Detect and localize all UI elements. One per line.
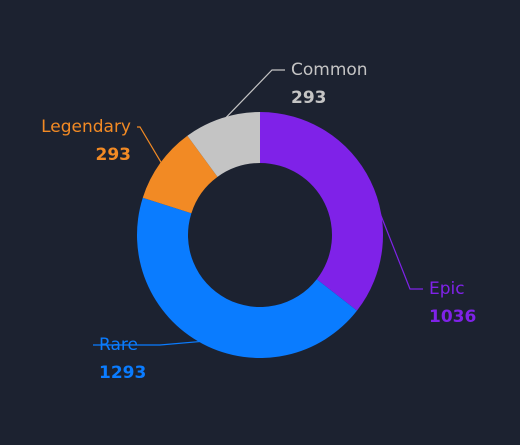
slice-value: 293 [291,88,327,108]
slice-label: Legendary [41,117,131,137]
leader-line [222,69,285,122]
slice-value: 1293 [99,363,146,383]
leader-line [93,340,205,346]
donut-slice [187,112,260,177]
donut-slice [136,197,357,359]
leader-line [367,182,423,290]
leader-line [137,126,164,166]
donut-slice [260,112,383,311]
slice-value: 293 [96,145,132,165]
donut-slice [142,135,218,214]
slice-label: Epic [429,279,465,299]
slice-label: Common [291,60,368,80]
slice-label: Rare [99,335,138,355]
slice-value: 1036 [429,307,476,327]
